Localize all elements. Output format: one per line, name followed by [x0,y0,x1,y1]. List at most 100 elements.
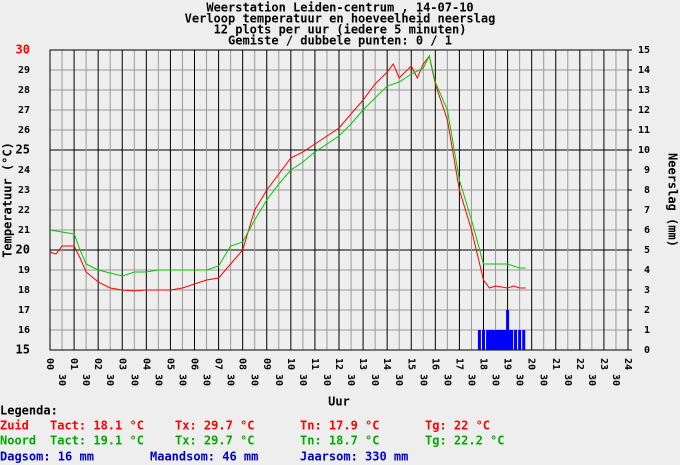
y2-tick-label: 3 [644,285,650,296]
y-tick-label: 21 [18,225,30,236]
y2-tick-label: 7 [644,205,650,216]
x-tick-label: 30 [321,374,332,386]
y-tick-label: 30 [16,43,30,57]
y-tick-label: 27 [18,105,30,116]
x-tick-label: 30 [297,374,308,386]
x-tick-label: 30 [56,374,67,386]
rain-bar [488,330,492,350]
x-tick-label: 08 [237,358,248,370]
y2-tick-label: 2 [644,305,650,316]
x-tick-label: 22 [574,358,585,370]
x-tick-label: 16 [429,358,440,370]
x-tick-label: 30 [441,374,452,386]
x-tick-label: 14 [381,358,392,370]
x-tick-label: 03 [116,358,127,370]
y-tick-label: 26 [18,125,30,136]
temperature-line [49,54,526,277]
x-tick-label: 00 [44,358,55,370]
legend-title: Legenda: [0,404,58,418]
rain-bar [498,330,502,350]
chart-title: 12 plots per uur (iedere 5 minuten) [214,23,467,37]
rain-bar [522,330,526,350]
x-tick-label: 30 [225,374,236,386]
rain-bar [477,330,481,350]
y-tick-label: 25 [16,143,30,157]
rain-bar [518,330,522,350]
y2-tick-label: 13 [638,85,650,96]
x-tick-label: 30 [176,374,187,386]
y-tick-label: 15 [16,343,30,357]
rain-bar [500,330,504,350]
legend-stat: Tg: 22 °C [425,419,490,433]
x-tick-label: 30 [610,374,621,386]
y-tick-label: 19 [18,265,30,276]
chart-title: Verloop temperatuur en hoeveelheid neers… [185,12,496,26]
x-tick-label: 30 [152,374,163,386]
y2-tick-label: 15 [638,45,650,56]
x-tick-label: 30 [562,374,573,386]
y-tick-label: 16 [18,325,30,336]
y2-tick-label: 8 [644,185,650,196]
x-tick-label: 23 [598,358,609,370]
legend-name: Zuid [0,419,29,433]
x-tick-label: 10 [285,358,296,370]
y2-tick-label: 5 [644,245,650,256]
x-tick-label: 01 [68,358,79,370]
legend-stat: Tg: 22.2 °C [425,434,504,448]
y2-tick-label: 10 [638,145,650,156]
x-axis-title: Uur [328,395,350,409]
y2-tick-label: 4 [644,265,650,276]
rain-bar [482,330,485,350]
y2-tick-label: 11 [638,125,650,136]
rain-bar [486,330,490,350]
x-tick-label: 30 [369,374,380,386]
y2-tick-label: 1 [644,325,650,336]
legend-stat: Tn: 17.9 °C [300,419,379,433]
x-tick-label: 24 [622,358,633,370]
y2-tick-label: 9 [644,165,650,176]
rain-bar [506,310,510,350]
rain-bar [504,330,508,350]
legend-total: Dagsom: 16 mm [0,450,94,464]
y-axis-title: Temperatuur (°C) [1,142,15,258]
rain-bar [510,330,514,350]
legend-stat: Tact: 19.1 °C [50,434,144,448]
rain-bar [508,330,512,350]
rain-bar [494,330,498,350]
y-tick-label: 23 [18,185,30,196]
rain-bar [489,330,493,350]
rain-bar [492,330,496,350]
rain-bar [514,330,518,350]
x-tick-label: 15 [405,358,416,370]
chart-title: Weerstation Leiden-centrum , 14-07-10 [206,1,473,15]
rain-bar [495,330,499,350]
legend-stat: Tact: 18.1 °C [50,419,144,433]
y-tick-label: 17 [18,305,30,316]
legend-stat: Tx: 29.7 °C [175,434,254,448]
x-tick-label: 21 [550,358,561,370]
legend-total: Maandsom: 46 mm [150,450,258,464]
x-tick-label: 04 [140,358,151,370]
x-tick-label: 07 [213,358,224,370]
legend-total: Jaarsom: 330 mm [300,450,408,464]
x-tick-label: 30 [104,374,115,386]
x-tick-label: 02 [92,358,103,370]
y-tick-label: 20 [16,243,30,257]
x-tick-label: 30 [128,374,139,386]
x-tick-label: 05 [164,358,175,370]
y2-axis-title: Neerslag (mm) [666,153,680,247]
x-tick-label: 30 [201,374,212,386]
x-tick-label: 13 [357,358,368,370]
legend-name: Noord [0,434,36,448]
x-tick-label: 30 [393,374,404,386]
y-tick-label: 22 [18,205,30,216]
rain-bar [501,330,505,350]
y2-tick-label: 0 [644,345,650,356]
x-tick-label: 30 [417,374,428,386]
x-tick-label: 30 [514,374,525,386]
y2-tick-label: 12 [638,105,650,116]
x-tick-label: 30 [490,374,501,386]
x-tick-label: 19 [502,358,513,370]
